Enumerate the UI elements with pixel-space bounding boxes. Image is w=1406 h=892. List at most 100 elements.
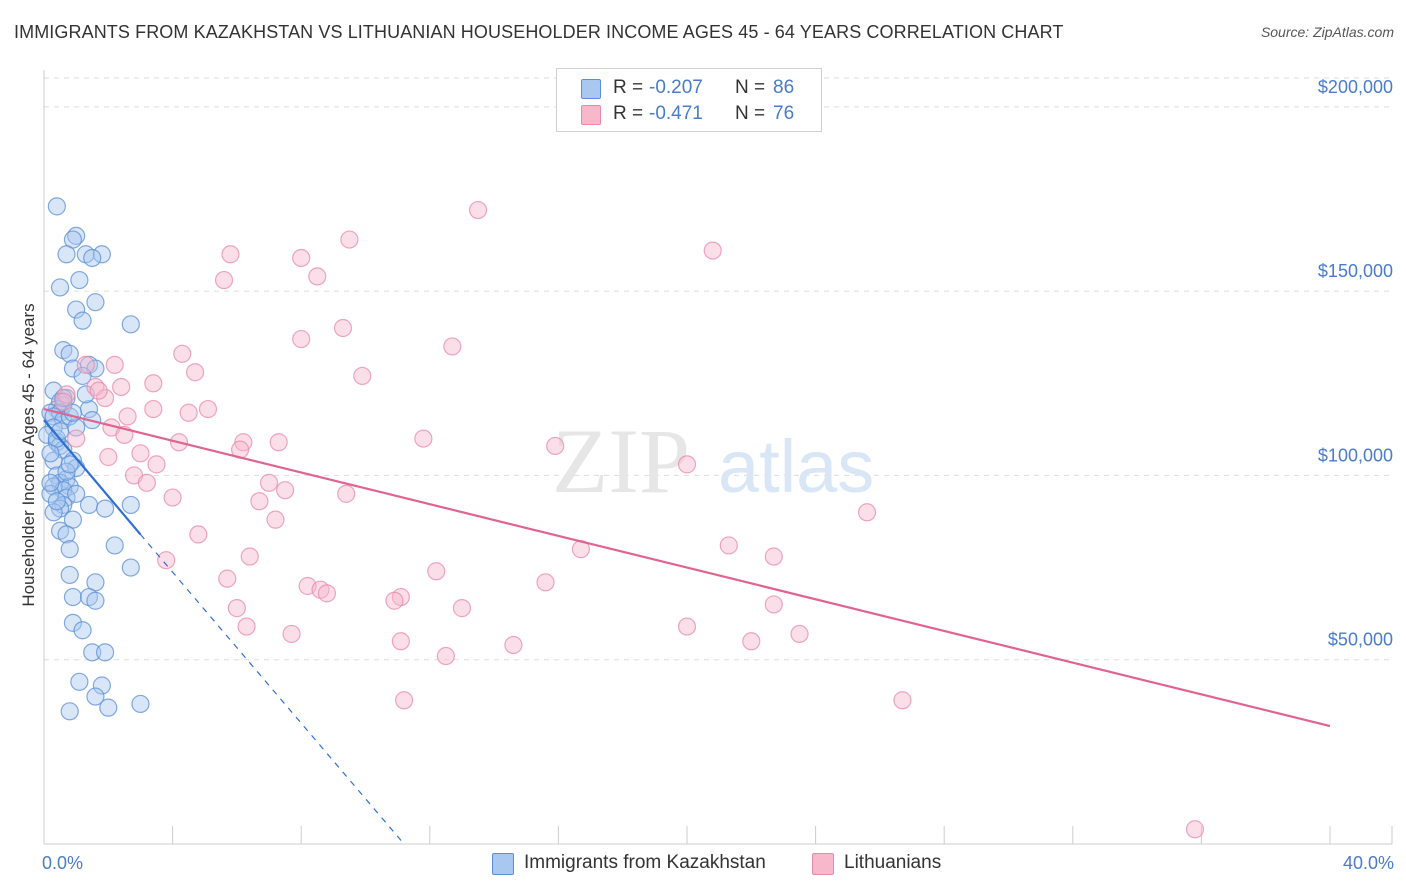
lithuanian-point xyxy=(292,248,311,268)
lithuanian-point xyxy=(214,270,234,290)
legend-r-label: R = xyxy=(613,77,644,98)
kazakhstan-point xyxy=(83,643,102,662)
kazakhstan-point xyxy=(95,499,115,518)
y-tick-label: $150,000 xyxy=(1318,261,1393,281)
kazakhstan-point xyxy=(86,687,105,706)
lithuanian-point xyxy=(173,344,192,363)
kazakhstan-point xyxy=(105,536,124,555)
lithuanian-point xyxy=(240,547,259,566)
lithuanian-point xyxy=(250,492,269,511)
gridlines xyxy=(44,77,1392,661)
lithuanian-point xyxy=(144,374,163,393)
legend-n-label: N = xyxy=(735,103,766,124)
lithuanian-point xyxy=(703,241,722,260)
kazakhstan-point xyxy=(63,587,83,607)
lithuanian-point xyxy=(105,355,124,374)
lithuanian-point xyxy=(893,691,912,710)
lithuanian-point xyxy=(394,691,414,710)
kazakhstan-point xyxy=(86,293,105,312)
lithuanian-point xyxy=(764,547,783,566)
lithuanian-point xyxy=(266,510,285,529)
lithuanian-point xyxy=(1185,820,1205,839)
kazakhstan-point xyxy=(60,565,79,585)
lithuanian-point xyxy=(198,399,218,419)
lithuanian-point xyxy=(282,624,301,644)
kazakhstan-point xyxy=(121,495,140,515)
legend-n-value: 86 xyxy=(773,77,795,98)
lithuanian-point xyxy=(353,366,372,386)
kazakhstan-point xyxy=(121,315,140,334)
axes: $50,000 $100,000 $150,000 $200,000 0.0% 40.0% xyxy=(42,70,1394,873)
lithuanian-point xyxy=(221,245,240,264)
lithuanian-point xyxy=(276,481,295,500)
lithuanian-point xyxy=(427,562,446,581)
legend-swatch-kazakhstan xyxy=(492,853,514,875)
legend-r-label: R = xyxy=(613,103,644,124)
legend-swatch-lithuanian xyxy=(812,853,834,875)
lithuanian-point xyxy=(790,624,809,644)
kazakhstan-point xyxy=(60,702,79,721)
kazakhstan-trend-line xyxy=(43,419,142,536)
legend-n-value: 76 xyxy=(773,103,795,124)
legend-label-kazakhstan: Immigrants from Kazakhstan xyxy=(524,852,766,873)
lithuanian-point xyxy=(857,503,877,522)
lithuanian-point xyxy=(54,392,73,411)
watermark-atlas: atlas xyxy=(718,425,874,508)
lithuanian-point xyxy=(385,591,404,610)
lithuanian-point xyxy=(468,200,488,220)
x-tick-label: 0.0% xyxy=(42,853,83,873)
lithuanian-point xyxy=(189,525,208,544)
lithuanian-point xyxy=(259,473,279,492)
lithuanian-point xyxy=(186,363,205,382)
lithuanian-point xyxy=(131,444,150,463)
kazakhstan-point xyxy=(131,694,150,714)
lithuanian-point xyxy=(269,433,288,452)
lithuanian-point xyxy=(95,388,115,408)
kazakhstan-point xyxy=(41,473,60,492)
lithuanian-point xyxy=(112,377,131,397)
legend-r-value: -0.207 xyxy=(649,77,703,98)
kazakhstan-point xyxy=(67,300,86,319)
lithuanian-point xyxy=(157,551,176,570)
lithuanian-point xyxy=(337,484,356,503)
watermark-zip: ZIP xyxy=(552,410,690,512)
lithuanian-point xyxy=(436,646,455,666)
kazakhstan-point xyxy=(92,245,111,264)
lithuanian-point xyxy=(742,632,761,651)
kazakhstan-point xyxy=(47,197,66,216)
lithuanian-point xyxy=(147,455,166,474)
legend-label-lithuanians: Lithuanians xyxy=(844,852,942,873)
lithuanian-point xyxy=(391,632,410,651)
legend-n-label: N = xyxy=(735,77,766,98)
y-tick-label: $200,000 xyxy=(1318,77,1393,97)
kazakhstan-point xyxy=(60,455,79,474)
lithuanian-point xyxy=(340,230,359,249)
trend-lines xyxy=(43,408,1331,845)
lithuanian-point xyxy=(536,573,555,592)
lithuanian-point xyxy=(89,381,108,400)
kazakhstan-point xyxy=(44,503,63,522)
lithuanian-point xyxy=(218,569,237,588)
lithuanian-point xyxy=(504,635,523,655)
y-axis-label: Householder Income Ages 45 - 64 years xyxy=(19,303,38,606)
data-points xyxy=(38,197,1205,839)
kazakhstan-point xyxy=(70,270,89,290)
kazakhstan-point xyxy=(95,643,115,662)
lithuanian-point xyxy=(227,599,246,618)
chart-source: Source: ZipAtlas.com xyxy=(1260,24,1394,40)
kazakhstan-point xyxy=(73,621,92,640)
kazakhstan-point xyxy=(57,245,76,264)
lithuanian-point xyxy=(414,429,433,448)
lithuanian-point xyxy=(764,595,783,614)
legend-swatch-kazakhstan xyxy=(581,79,601,99)
lithuanian-point xyxy=(137,473,156,492)
kazakhstan-point xyxy=(41,444,60,463)
kazakhstan-trend-extension xyxy=(139,534,405,845)
kazakhstan-point xyxy=(86,591,105,610)
kazakhstan-point xyxy=(50,278,70,297)
lithuanian-point xyxy=(317,584,337,603)
lithuanian-point xyxy=(76,355,95,374)
lithuanian-point xyxy=(163,488,182,507)
lithuanian-point xyxy=(677,455,697,474)
